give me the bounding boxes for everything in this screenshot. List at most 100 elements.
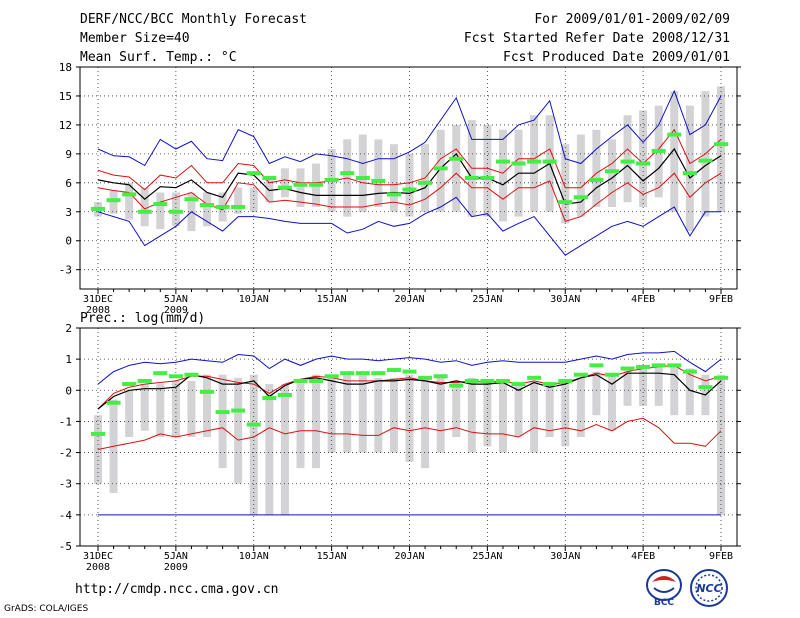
obs-marker [277, 392, 292, 397]
x-tick-label: 30JAN [550, 294, 580, 305]
obs-marker [464, 378, 479, 383]
spread-box [654, 365, 663, 406]
x-tick-label: 10JAN [239, 294, 269, 305]
obs-marker [91, 431, 105, 436]
obs-marker [91, 206, 105, 211]
x-tick-label: 9FEB [709, 551, 733, 562]
x-tick-sublabel: 2009 [164, 562, 188, 573]
spread-box [639, 365, 648, 406]
spread-box [187, 380, 196, 437]
obs-marker [511, 161, 526, 166]
spread-box [358, 134, 367, 212]
spread-box [234, 377, 243, 484]
precip-variable-label: Prec.: log(mm/d) [80, 311, 205, 326]
obs-marker [309, 182, 324, 187]
obs-marker [355, 371, 370, 376]
obs-marker [106, 198, 121, 203]
obs-marker [402, 187, 417, 192]
obs-marker [309, 378, 324, 383]
x-tick-label: 25JAN [472, 294, 502, 305]
y-tick-label: -1 [59, 415, 72, 428]
obs-marker [122, 382, 137, 387]
spread-box [203, 374, 212, 437]
x-tick-label: 30JAN [550, 551, 580, 562]
spread-box [639, 110, 648, 207]
obs-marker [106, 400, 121, 405]
y-tick-label: 1 [65, 353, 72, 366]
spread-box [717, 86, 725, 212]
spread-box [436, 377, 445, 453]
spread-box [140, 384, 149, 431]
series-line-ensemble-minimum [97, 196, 721, 256]
obs-marker [215, 410, 230, 415]
spread-box [374, 377, 383, 453]
x-tick-label: 4FEB [631, 294, 655, 305]
spread-box [576, 377, 585, 437]
obs-marker [137, 209, 152, 214]
obs-marker [293, 378, 308, 383]
obs-marker [246, 422, 261, 427]
spread-box [296, 168, 305, 207]
obs-marker [511, 382, 526, 387]
spread-box [561, 380, 570, 447]
obs-marker [682, 171, 697, 176]
ncc-logo-text: NCC [696, 582, 721, 595]
obs-marker [386, 192, 401, 197]
obs-marker [371, 178, 386, 183]
obs-marker [200, 389, 215, 394]
obs-marker [277, 185, 292, 190]
obs-marker [573, 372, 588, 377]
series-line-ensemble-upper-percentile [97, 128, 722, 191]
obs-marker [558, 200, 573, 205]
obs-marker [714, 375, 728, 380]
obs-marker [168, 374, 183, 379]
y-tick-label: 3 [65, 206, 72, 219]
spread-box [405, 374, 414, 462]
obs-marker [262, 396, 277, 401]
y-tick-label: -2 [59, 447, 72, 460]
obs-marker [324, 374, 339, 379]
x-tick-label: 15JAN [317, 294, 347, 305]
obs-marker [667, 363, 682, 368]
spread-box [421, 377, 430, 469]
spread-box [545, 384, 554, 437]
obs-marker [542, 159, 557, 164]
obs-marker [340, 171, 355, 176]
y-tick-label: -4 [59, 509, 73, 522]
y-tick-label: 18 [59, 61, 72, 74]
spread-box [156, 192, 165, 230]
obs-marker [184, 372, 199, 377]
obs-marker [215, 204, 230, 209]
spread-box [607, 374, 616, 431]
y-tick-label: 6 [65, 177, 72, 190]
spread-box [358, 374, 367, 453]
source-url[interactable]: http://cmdp.ncc.cma.gov.cn [75, 582, 279, 597]
obs-marker [542, 382, 557, 387]
spread-box [623, 368, 632, 406]
bcc-logo-text: BCC [654, 598, 674, 608]
obs-marker [620, 366, 635, 371]
y-tick-label: 12 [59, 119, 72, 132]
x-tick-label: 15JAN [317, 551, 347, 562]
obs-marker [340, 371, 355, 376]
spread-box [296, 380, 305, 469]
spread-box [389, 144, 398, 212]
y-tick-label: -5 [59, 540, 72, 553]
ncc-logo: NCC [690, 569, 728, 607]
y-tick-label: 0 [65, 235, 72, 248]
obs-marker [449, 383, 464, 388]
spread-box [374, 139, 383, 207]
y-tick-label: -3 [59, 264, 72, 277]
obs-marker [527, 159, 542, 164]
spread-box [218, 374, 227, 469]
obs-marker [371, 371, 386, 376]
obs-marker [620, 159, 635, 164]
obs-marker [168, 209, 183, 214]
spread-box [467, 377, 476, 453]
obs-marker [293, 182, 308, 187]
spread-box [280, 384, 289, 515]
spread-box [452, 124, 461, 212]
